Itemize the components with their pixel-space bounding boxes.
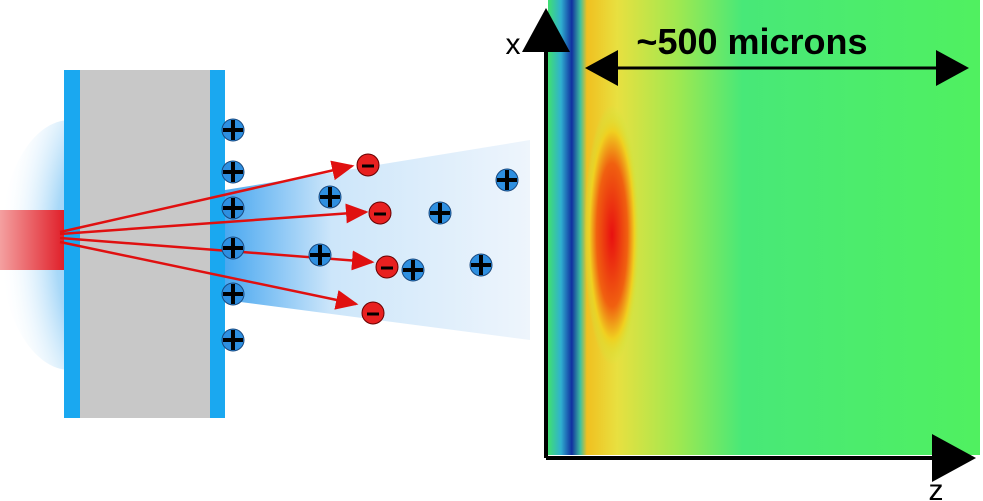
diagram: x z ~500 microns (0, 0, 983, 501)
scale-label: ~500 microns (636, 21, 867, 62)
field-peak (584, 105, 640, 365)
laser-beam (0, 210, 64, 270)
z-axis-label: z (929, 474, 944, 501)
x-axis-label: x (506, 28, 521, 61)
